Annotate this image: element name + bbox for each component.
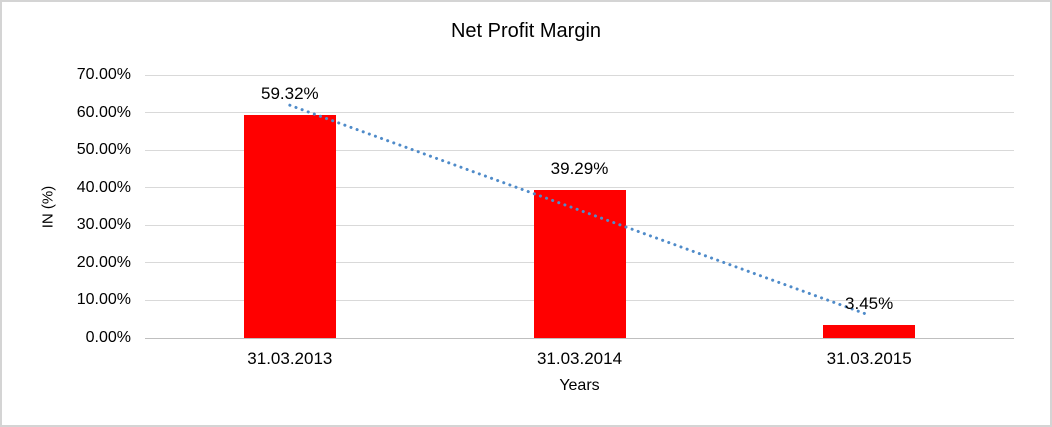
y-tick-label: 60.00% [76,103,131,121]
y-tick-label: 30.00% [76,216,131,234]
bar-31.03.2015 [823,325,916,338]
x-tick-label: 31.03.2014 [536,349,623,368]
data-label: 39.29% [550,159,609,179]
data-label: 3.45% [845,294,894,314]
x-axis-title: Years [559,377,600,394]
x-tick-label: 31.03.2013 [247,349,333,368]
y-tick-label: 0.00% [85,329,131,346]
y-tick-label: 50.00% [76,141,131,159]
y-tick-label: 40.00% [76,178,131,196]
y-tick-label: 10.00% [76,291,131,309]
x-tick-label: 31.03.2015 [826,349,912,368]
data-label: 59.32% [260,84,319,104]
gridline [145,74,1014,76]
y-tick-label: 70.00% [76,66,131,83]
chart-title: Net Profit Margin [450,20,602,42]
y-tick-label: 20.00% [76,253,131,271]
gridline [145,112,1014,114]
x-axis-line [145,337,1014,339]
bar-31.03.2014 [533,190,626,338]
bar-31.03.2013 [243,115,336,338]
